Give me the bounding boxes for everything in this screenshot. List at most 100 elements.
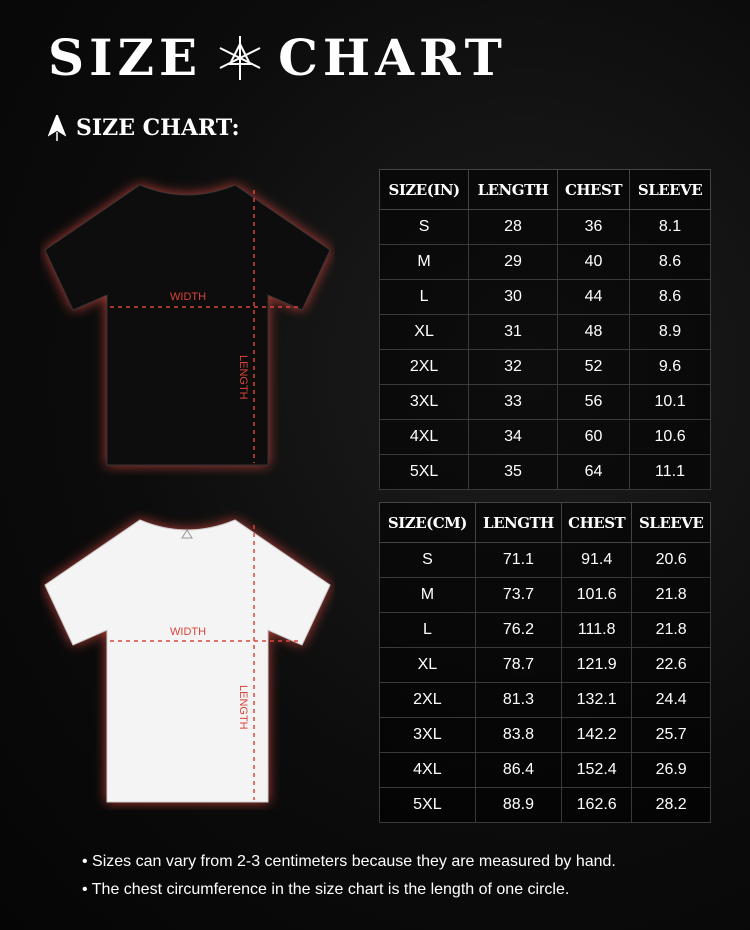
length-label: LENGTH — [237, 685, 249, 730]
notes: Sizes can vary from 2-3 centimeters beca… — [82, 848, 616, 904]
table-cell: 8.6 — [629, 244, 711, 280]
table-cell: 2XL — [378, 349, 470, 385]
table-cell: 88.9 — [474, 787, 563, 823]
table-cell: 73.7 — [474, 577, 563, 613]
table-cell: M — [379, 577, 476, 613]
table-cell: 162.6 — [561, 787, 633, 823]
table-cell: 76.2 — [474, 612, 563, 648]
column-header: SIZE(IN) — [378, 169, 470, 210]
table-cell: 30 — [468, 279, 558, 315]
table-cell: 29 — [468, 244, 558, 280]
table-cell: 9.6 — [629, 349, 711, 385]
arrowhead-icon — [48, 115, 66, 141]
table-cell: 35 — [468, 454, 558, 490]
size-table-cm: SIZE(CM) LENGTH CHEST SLEEVE S 71.1 91.4 20.6 M 7… — [379, 502, 711, 823]
table-cell: M — [378, 244, 470, 280]
column-header: CHEST — [556, 169, 631, 210]
table-cell: 10.6 — [629, 419, 711, 455]
table-cell: 86.4 — [474, 752, 563, 788]
table-cell: 152.4 — [561, 752, 633, 788]
table-cell: 4XL — [379, 752, 476, 788]
table-cell: 3XL — [378, 384, 470, 420]
table-row: M 73.7 101.6 21.8 — [379, 577, 711, 613]
logo-icon — [181, 529, 193, 539]
page-title: SIZE CHART — [48, 28, 507, 87]
table-row: XL 78.7 121.9 22.6 — [379, 647, 711, 683]
note: Sizes can vary from 2-3 centimeters beca… — [82, 848, 616, 876]
table-cell: 10.1 — [629, 384, 711, 420]
table-cell: XL — [379, 647, 476, 683]
table-row: 4XL 34 60 10.6 — [378, 419, 711, 455]
table-cell: 142.2 — [561, 717, 633, 753]
note: The chest circumference in the size char… — [82, 876, 616, 904]
table-cell: 8.9 — [629, 314, 711, 350]
table-cell: 4XL — [378, 419, 470, 455]
table-cell: 31 — [468, 314, 558, 350]
width-label: WIDTH — [170, 626, 206, 638]
table-row: L 30 44 8.6 — [378, 279, 711, 315]
column-header: SLEEVE — [629, 169, 711, 210]
black-tshirt-diagram: WIDTH LENGTH — [40, 175, 335, 475]
table-cell: 40 — [556, 244, 631, 280]
table-cell: 2XL — [379, 682, 476, 718]
table-cell: 121.9 — [561, 647, 633, 683]
table-cell: L — [378, 279, 470, 315]
table-row: 2XL 81.3 132.1 24.4 — [379, 682, 711, 718]
table-cell: 78.7 — [474, 647, 563, 683]
table-cell: 28 — [468, 209, 558, 245]
table-header-row: SIZE(CM) LENGTH CHEST SLEEVE — [379, 502, 711, 543]
table-cell: 20.6 — [631, 542, 711, 578]
table-cell: 8.1 — [629, 209, 711, 245]
table-row: 3XL 83.8 142.2 25.7 — [379, 717, 711, 753]
table-cell: 34 — [468, 419, 558, 455]
table-row: S 28 36 8.1 — [378, 209, 711, 245]
table-cell: 21.8 — [631, 612, 711, 648]
width-label: WIDTH — [170, 291, 206, 303]
table-cell: 91.4 — [561, 542, 633, 578]
table-cell: 5XL — [379, 787, 476, 823]
column-header: LENGTH — [468, 169, 558, 210]
table-row: 5XL 35 64 11.1 — [378, 454, 711, 490]
table-cell: 24.4 — [631, 682, 711, 718]
table-cell: 64 — [556, 454, 631, 490]
table-cell: 71.1 — [474, 542, 563, 578]
column-header: LENGTH — [474, 502, 563, 543]
table-cell: 111.8 — [561, 612, 633, 648]
column-header: SLEEVE — [631, 502, 711, 543]
table-cell: 32 — [468, 349, 558, 385]
table-cell: 44 — [556, 279, 631, 315]
star-sigil-icon — [219, 35, 261, 80]
table-cell: 21.8 — [631, 577, 711, 613]
table-cell: 22.6 — [631, 647, 711, 683]
table-row: 4XL 86.4 152.4 26.9 — [379, 752, 711, 788]
table-row: 2XL 32 52 9.6 — [378, 349, 711, 385]
table-cell: 60 — [556, 419, 631, 455]
table-cell: S — [379, 542, 476, 578]
white-tshirt-diagram: WIDTH LENGTH — [40, 510, 335, 810]
table-cell: 28.2 — [631, 787, 711, 823]
table-cell: S — [378, 209, 470, 245]
table-cell: L — [379, 612, 476, 648]
title-right: CHART — [278, 28, 507, 87]
column-header: SIZE(CM) — [379, 502, 476, 543]
table-row: L 76.2 111.8 21.8 — [379, 612, 711, 648]
table-cell: 11.1 — [629, 454, 711, 490]
table-cell: 36 — [556, 209, 631, 245]
section-heading-label: SIZE CHART: — [76, 115, 240, 141]
title-left: SIZE — [48, 28, 203, 87]
table-cell: 101.6 — [561, 577, 633, 613]
table-row: 5XL 88.9 162.6 28.2 — [379, 787, 711, 823]
section-heading: SIZE CHART: — [48, 115, 240, 141]
table-row: M 29 40 8.6 — [378, 244, 711, 280]
table-cell: 81.3 — [474, 682, 563, 718]
table-cell: XL — [378, 314, 470, 350]
table-row: S 71.1 91.4 20.6 — [379, 542, 711, 578]
table-cell: 33 — [468, 384, 558, 420]
table-cell: 25.7 — [631, 717, 711, 753]
table-cell: 26.9 — [631, 752, 711, 788]
table-cell: 5XL — [378, 454, 470, 490]
table-cell: 56 — [556, 384, 631, 420]
table-cell: 48 — [556, 314, 631, 350]
table-cell: 8.6 — [629, 279, 711, 315]
length-label: LENGTH — [237, 355, 249, 400]
